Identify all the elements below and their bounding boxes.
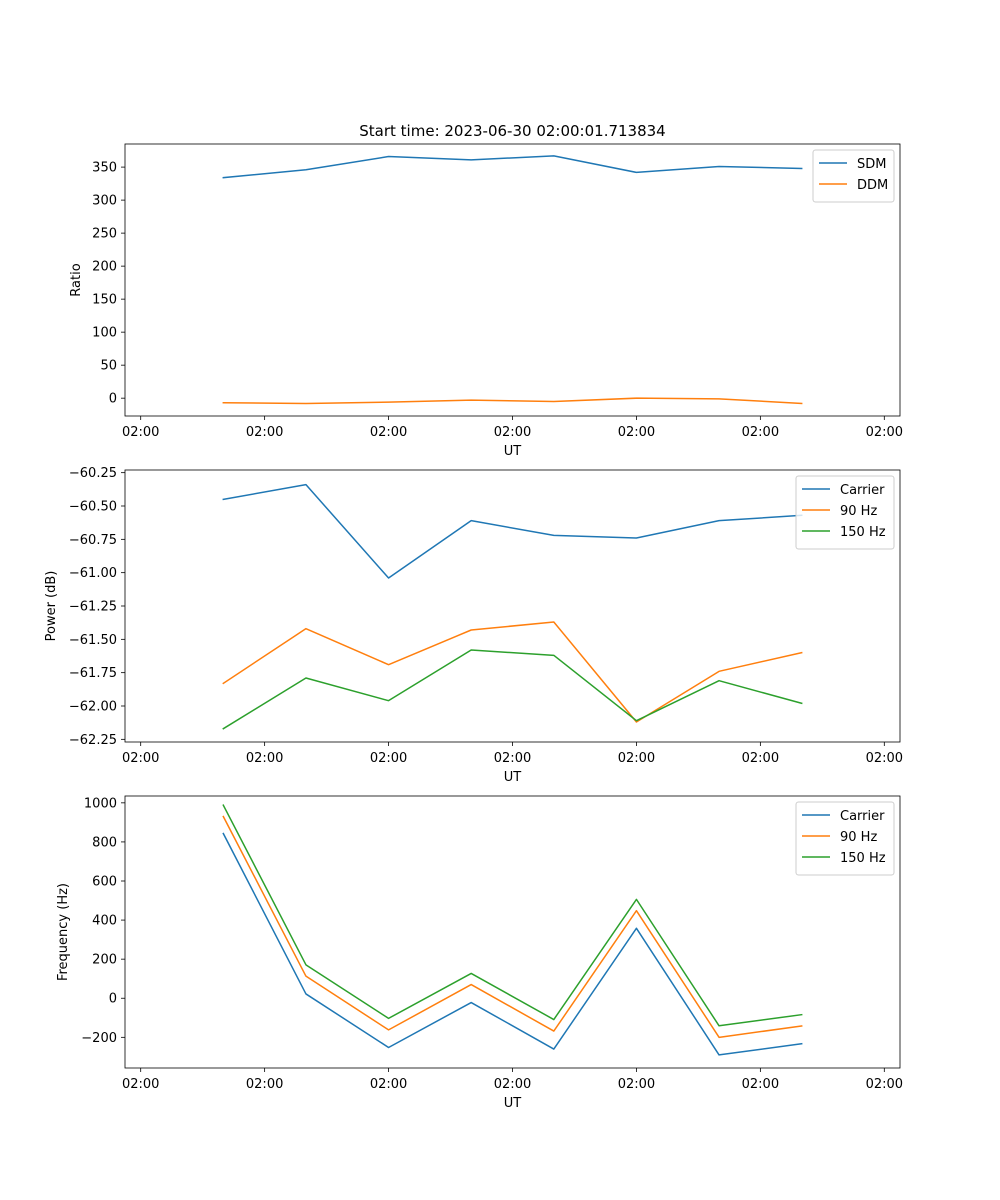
x-axis-label: UT <box>504 1096 522 1111</box>
legend-entry-label: 90 Hz <box>840 504 877 519</box>
y-tick-label: 100 <box>92 326 117 341</box>
legend-entry-label: 90 Hz <box>840 830 877 845</box>
x-tick-label: 02:00 <box>866 1077 903 1092</box>
y-axis-label: Power (dB) <box>44 571 59 642</box>
x-axis-label: UT <box>504 770 522 785</box>
series-line-carrier <box>222 832 803 1056</box>
y-tick-label: 50 <box>100 359 117 374</box>
y-tick-label: −61.75 <box>69 666 117 681</box>
x-tick-label: 02:00 <box>370 425 407 440</box>
y-tick-label: −61.50 <box>69 633 117 648</box>
y-tick-label: 800 <box>92 835 117 850</box>
y-tick-label: 250 <box>92 227 117 242</box>
y-axis-label: Ratio <box>69 263 84 296</box>
y-tick-label: 0 <box>109 992 117 1007</box>
axes-frame <box>124 795 901 1069</box>
chart-panel-3: 02:00 02:00 02:00 02:00 02:00 02:00 02:00 −200 0… <box>56 795 903 1111</box>
legend: Carrier 90 Hz 150 Hz <box>795 801 895 876</box>
legend-entry-label: Carrier <box>840 809 885 824</box>
y-tick-label: 300 <box>92 194 117 209</box>
y-tick-label: −61.25 <box>69 600 117 615</box>
series-line-150-hz <box>222 804 803 1027</box>
series-line-150-hz <box>222 649 803 730</box>
series-line-90-hz <box>222 815 803 1039</box>
y-tick-label: 1000 <box>84 796 117 811</box>
y-axis-label: Frequency (Hz) <box>56 883 71 981</box>
axes-frame <box>124 143 901 417</box>
legend-entry-label: 150 Hz <box>840 525 886 540</box>
figure-title: Start time: 2023-06-30 02:00:01.713834 <box>359 122 665 140</box>
x-tick-label: 02:00 <box>246 1077 283 1092</box>
x-tick-label: 02:00 <box>494 425 531 440</box>
x-tick-label: 02:00 <box>866 751 903 766</box>
y-tick-label: 350 <box>92 161 117 176</box>
axes-frame <box>124 469 901 743</box>
y-tick-label: −60.75 <box>69 533 117 548</box>
y-tick-label: −200 <box>81 1031 117 1046</box>
x-tick-label: 02:00 <box>494 1077 531 1092</box>
y-tick-label: 400 <box>92 914 117 929</box>
y-tick-label: 150 <box>92 293 117 308</box>
x-tick-label: 02:00 <box>742 751 779 766</box>
legend: Carrier 90 Hz 150 Hz <box>795 475 895 550</box>
x-tick-label: 02:00 <box>618 425 655 440</box>
legend-entry-label: 150 Hz <box>840 851 886 866</box>
y-tick-label: −60.50 <box>69 500 117 515</box>
x-tick-label: 02:00 <box>742 425 779 440</box>
y-tick-label: −62.25 <box>69 733 117 748</box>
y-tick-label: 0 <box>109 392 117 407</box>
legend-entry-label: DDM <box>857 178 888 193</box>
x-tick-label: 02:00 <box>618 1077 655 1092</box>
x-tick-label: 02:00 <box>246 751 283 766</box>
y-tick-label: 600 <box>92 875 117 890</box>
chart-panel-1: 02:00 02:00 02:00 02:00 02:00 02:00 02:00 0 50 10… <box>69 143 903 459</box>
chart-panel-2: 02:00 02:00 02:00 02:00 02:00 02:00 02:00 −62.2… <box>44 466 903 785</box>
x-tick-label: 02:00 <box>494 751 531 766</box>
x-tick-label: 02:00 <box>866 425 903 440</box>
x-tick-label: 02:00 <box>246 425 283 440</box>
x-tick-label: 02:00 <box>122 425 159 440</box>
series-line-carrier <box>222 483 803 579</box>
x-tick-label: 02:00 <box>618 751 655 766</box>
series-line-sdm <box>222 155 803 179</box>
y-tick-label: −62.00 <box>69 700 117 715</box>
legend-entry-label: SDM <box>857 157 886 172</box>
x-axis-label: UT <box>504 444 522 459</box>
y-tick-label: −61.00 <box>69 566 117 581</box>
y-tick-label: −60.25 <box>69 466 117 481</box>
y-tick-label: 200 <box>92 260 117 275</box>
series-line-90-hz <box>222 621 803 723</box>
series-line-ddm <box>222 397 803 405</box>
x-tick-label: 02:00 <box>122 1077 159 1092</box>
x-tick-label: 02:00 <box>742 1077 779 1092</box>
legend-entry-label: Carrier <box>840 483 885 498</box>
y-tick-label: 200 <box>92 953 117 968</box>
x-tick-label: 02:00 <box>370 1077 407 1092</box>
x-tick-label: 02:00 <box>122 751 159 766</box>
legend: SDM DDM <box>812 149 895 203</box>
x-tick-label: 02:00 <box>370 751 407 766</box>
